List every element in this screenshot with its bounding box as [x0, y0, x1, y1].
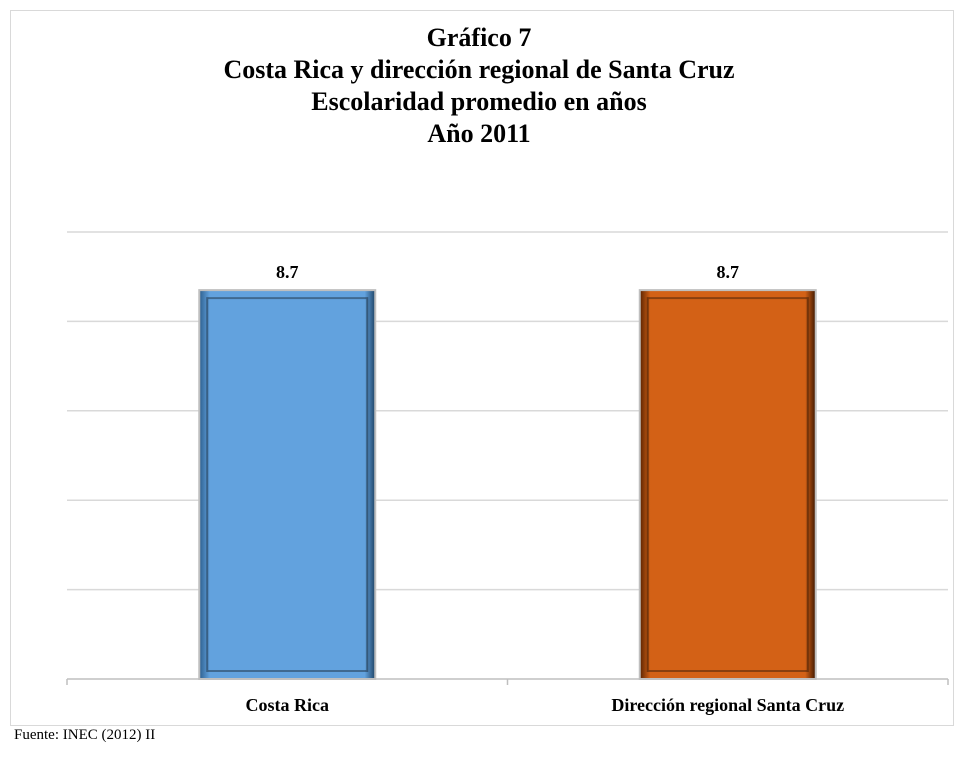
bar-santa-cruz	[638, 289, 817, 680]
title-line-3: Escolaridad promedio en años	[311, 87, 647, 116]
title-line-2: Costa Rica y dirección regional de Santa…	[223, 55, 735, 84]
title-line-1: Gráfico 7	[426, 23, 532, 52]
category-label: Dirección regional Santa Cruz	[611, 695, 844, 715]
bars	[198, 289, 817, 680]
bar-bevel	[206, 297, 369, 672]
data-label: 8.7	[276, 262, 299, 282]
data-label: 8.7	[717, 262, 740, 282]
chart-title: Gráfico 7 Costa Rica y dirección regiona…	[0, 22, 958, 150]
category-label: Costa Rica	[246, 695, 330, 715]
bar-costa-rica	[198, 289, 377, 680]
bar-bevel	[646, 297, 809, 672]
title-line-4: Año 2011	[427, 119, 531, 148]
labels: 8.7 Costa Rica 8.7 Dirección regional Santa…	[246, 262, 845, 715]
source-note: Fuente: INEC (2012) II	[14, 727, 156, 743]
